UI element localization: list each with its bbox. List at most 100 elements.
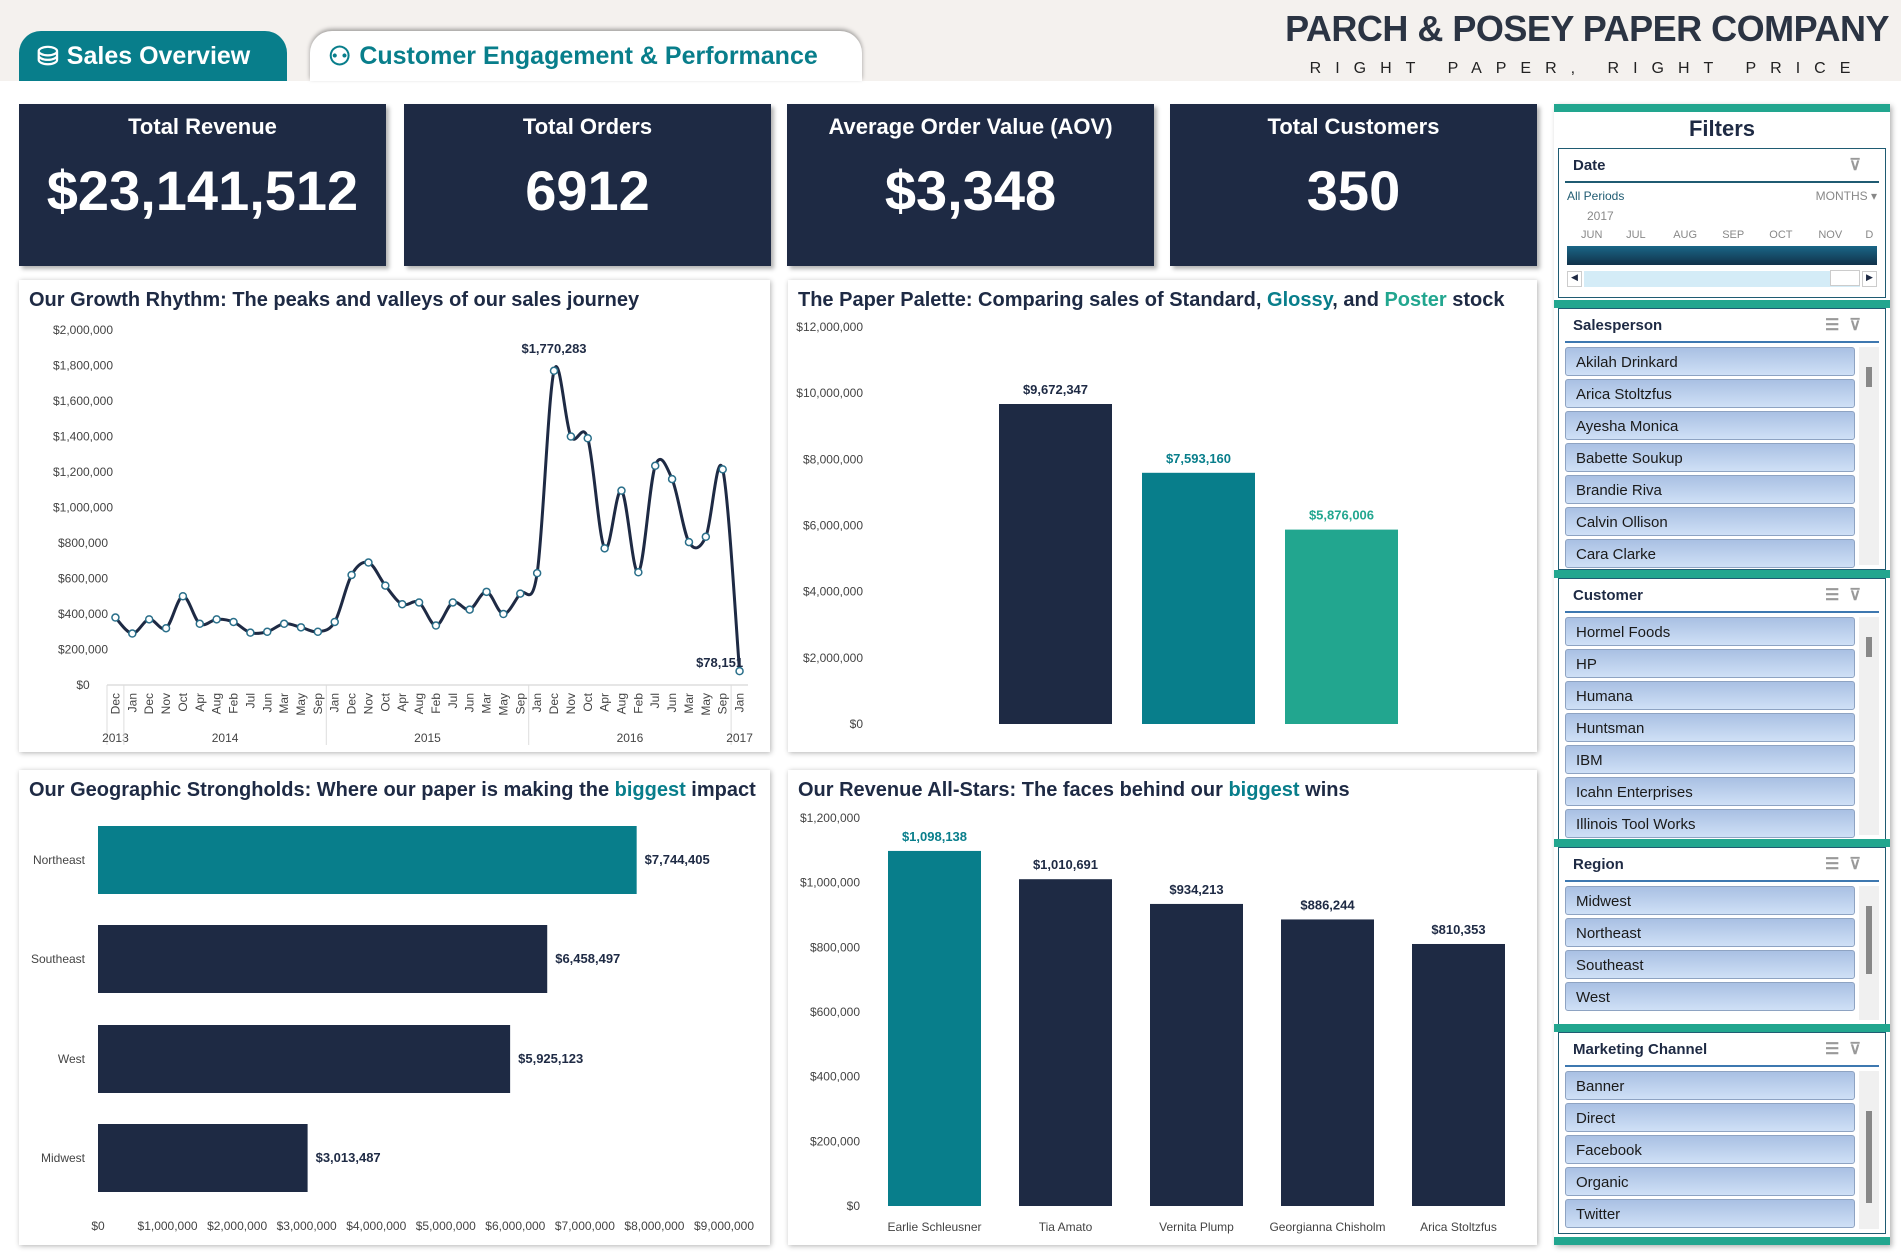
- slicer-item[interactable]: Huntsman: [1565, 713, 1855, 742]
- timeline-month[interactable]: OCT: [1769, 229, 1793, 241]
- tab-sales-overview[interactable]: ⛁ Sales Overview: [19, 31, 287, 81]
- slicer-item[interactable]: Organic: [1565, 1167, 1855, 1196]
- y-tick-label: $1,000,000: [53, 501, 113, 515]
- timeline-month[interactable]: NOV: [1818, 229, 1843, 241]
- y-tick-label: $1,600,000: [53, 394, 113, 408]
- kpi-total-orders: Total Orders 6912: [404, 104, 771, 266]
- y-tick-label: $600,000: [810, 1005, 860, 1019]
- x-tick-label: May: [496, 693, 510, 716]
- data-point: [246, 628, 255, 637]
- timeline-level-dropdown[interactable]: MONTHS ▾: [1815, 189, 1877, 203]
- slicer-item[interactable]: Southeast: [1565, 950, 1855, 979]
- slicer-item[interactable]: Brandie Riva: [1565, 475, 1855, 504]
- slicer-region: Region ☰⊽ Midwest Northeast Southeast West: [1558, 847, 1886, 1025]
- timeline-month[interactable]: JUN: [1581, 229, 1603, 241]
- data-label: $1,770,283: [521, 341, 586, 356]
- data-point: [144, 615, 154, 624]
- clear-filter-icon[interactable]: ⊽: [1849, 157, 1871, 174]
- kpi-value: $23,141,512: [46, 159, 359, 222]
- slicer-item[interactable]: Facebook: [1565, 1135, 1855, 1164]
- slicer-item[interactable]: Arica Stoltzfus: [1565, 379, 1855, 408]
- scrollbar[interactable]: [1859, 617, 1879, 835]
- scrollbar[interactable]: [1859, 1071, 1879, 1229]
- bar: [98, 925, 548, 993]
- filters-title: Filters: [1688, 116, 1756, 141]
- x-tick-label: $9,000,000: [694, 1219, 754, 1233]
- data-point: [448, 598, 458, 607]
- clear-filter-icon[interactable]: ⊽: [1849, 317, 1871, 334]
- slicer-item[interactable]: Hormel Foods: [1565, 617, 1855, 646]
- timeline-month[interactable]: SEP: [1722, 229, 1745, 241]
- multi-select-icon[interactable]: ☰: [1824, 1041, 1850, 1058]
- bar-chart-svg: $0 $2,000,000 $4,000,000 $6,000,000 $8,000,0…: [796, 320, 1398, 731]
- slicer-title: Marketing Channel: [1573, 1040, 1708, 1058]
- y-tick-label: $200,000: [58, 643, 108, 657]
- slicer-item[interactable]: IBM: [1565, 745, 1855, 774]
- y-tick-label: $1,800,000: [53, 359, 113, 373]
- x-tick-label: Apr: [598, 693, 612, 712]
- x-tick-label: Apr: [395, 693, 409, 712]
- multi-select-icon[interactable]: ☰: [1824, 587, 1850, 604]
- clear-filter-icon[interactable]: ⊽: [1849, 1041, 1871, 1058]
- y-tick-label: $400,000: [810, 1070, 860, 1084]
- y-tick-label: $12,000,000: [796, 320, 863, 334]
- clear-filter-icon[interactable]: ⊽: [1849, 856, 1871, 873]
- paper-type-chart: The Paper Palette: Comparing sales of St…: [788, 280, 1537, 752]
- slicer-item[interactable]: Icahn Enterprises: [1565, 777, 1855, 806]
- tab-customer-engagement[interactable]: ⚇ Customer Engagement & Performance: [310, 31, 862, 81]
- scrollbar[interactable]: [1859, 886, 1879, 1020]
- slicer-customer: Customer ☰⊽ Hormel Foods HP Humana Huntsman I…: [1558, 578, 1886, 840]
- y-tick-label: $4,000,000: [803, 585, 863, 599]
- x-tick-label: Nov: [159, 693, 173, 714]
- slicer-item[interactable]: Midwest: [1565, 886, 1855, 915]
- slicer-title: Date: [1573, 156, 1606, 174]
- year-label: 2015: [414, 731, 441, 745]
- slicer-item[interactable]: Babette Soukup: [1565, 443, 1855, 472]
- x-tick-label: Mar: [480, 693, 494, 714]
- slicer-item[interactable]: Calvin Ollison: [1565, 507, 1855, 536]
- x-tick-label: Dec: [345, 693, 359, 714]
- data-point: [128, 629, 137, 638]
- data-label: $1,098,138: [902, 829, 967, 844]
- x-tick-label: Vernita Plump: [1159, 1220, 1234, 1234]
- data-label: $7,593,160: [1166, 451, 1231, 466]
- slicer-item[interactable]: Direct: [1565, 1103, 1855, 1132]
- timeline-scrollbar[interactable]: ◀ ▶: [1567, 270, 1877, 287]
- slicer-item[interactable]: Northeast: [1565, 918, 1855, 947]
- timeline-month[interactable]: AUG: [1673, 229, 1698, 241]
- bar: [999, 404, 1112, 724]
- x-tick-label: $0: [91, 1219, 105, 1233]
- multi-select-icon[interactable]: ☰: [1824, 317, 1850, 334]
- clear-filter-icon[interactable]: ⊽: [1849, 587, 1871, 604]
- date-timeline[interactable]: Date ⊽ All Periods MONTHS ▾ 2017 JUN JUL AU…: [1558, 148, 1886, 298]
- scrollbar[interactable]: [1859, 347, 1879, 565]
- slicer-item[interactable]: West: [1565, 982, 1855, 1011]
- y-tick-label: $0: [850, 717, 864, 731]
- y-tick-label: $1,400,000: [53, 430, 113, 444]
- timeline-bar[interactable]: [1567, 246, 1877, 265]
- slicer-item[interactable]: Humana: [1565, 681, 1855, 710]
- slicer-item[interactable]: Illinois Tool Works: [1565, 809, 1855, 838]
- chart-title: Our Revenue All-Stars: The faces behind …: [798, 779, 1350, 801]
- slicer-item[interactable]: HP: [1565, 649, 1855, 678]
- slicer-item[interactable]: Akilah Drinkard: [1565, 347, 1855, 376]
- data-point: [684, 537, 694, 547]
- y-tick-label: $10,000,000: [796, 386, 863, 400]
- multi-select-icon[interactable]: ☰: [1824, 856, 1850, 873]
- slicer-item[interactable]: Cara Clarke: [1565, 539, 1855, 568]
- company-brand: PARCH & POSEY PAPER COMPANY RIGHT PAPER,…: [1285, 8, 1889, 78]
- bar: [1019, 879, 1112, 1206]
- slicer-title: Region: [1573, 855, 1624, 873]
- slicer-item[interactable]: Twitter: [1565, 1199, 1855, 1228]
- year-label: 2013: [102, 731, 129, 745]
- slicer-item[interactable]: Ayesha Monica: [1565, 411, 1855, 440]
- bar: [1281, 919, 1374, 1206]
- salesperson-chart: Our Revenue All-Stars: The faces behind …: [788, 770, 1537, 1245]
- data-point: [330, 617, 339, 627]
- timeline-month[interactable]: JUL: [1626, 229, 1646, 241]
- x-tick-label: Jun: [260, 693, 274, 712]
- slicer-item[interactable]: Banner: [1565, 1071, 1855, 1100]
- bar: [888, 850, 981, 1206]
- timeline-month[interactable]: D: [1865, 229, 1874, 241]
- x-tick-label: Jan: [125, 693, 139, 712]
